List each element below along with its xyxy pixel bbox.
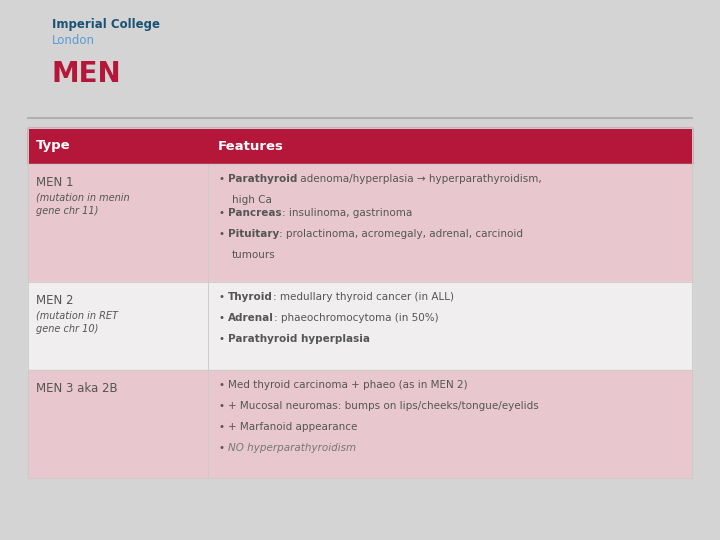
Text: London: London — [52, 34, 95, 47]
Text: •: • — [218, 422, 224, 432]
Text: high Ca: high Ca — [232, 195, 272, 205]
Text: •: • — [218, 313, 224, 323]
Text: Parathyroid hyperplasia: Parathyroid hyperplasia — [228, 334, 370, 344]
Text: : medullary thyroid cancer (in ALL): : medullary thyroid cancer (in ALL) — [273, 292, 454, 302]
Text: •: • — [218, 292, 224, 302]
Text: adenoma/hyperplasia → hyperparathyroidism,: adenoma/hyperplasia → hyperparathyroidis… — [297, 174, 542, 184]
Bar — [28, 128, 692, 478]
Text: Parathyroid: Parathyroid — [228, 174, 297, 184]
Bar — [28, 370, 692, 478]
Text: Type: Type — [36, 139, 71, 152]
Text: Thyroid: Thyroid — [228, 292, 273, 302]
Text: Adrenal: Adrenal — [228, 313, 274, 323]
Text: (mutation in menin
gene chr 11): (mutation in menin gene chr 11) — [36, 192, 130, 216]
Text: •: • — [218, 380, 224, 390]
Text: •: • — [218, 229, 224, 239]
Text: tumours: tumours — [232, 250, 276, 260]
Text: •: • — [218, 208, 224, 218]
Text: MEN: MEN — [52, 60, 122, 88]
Text: : phaeochromocytoma (in 50%): : phaeochromocytoma (in 50%) — [274, 313, 438, 323]
Text: NO hyperparathyroidism: NO hyperparathyroidism — [228, 443, 356, 453]
Text: Features: Features — [218, 139, 284, 152]
Text: : insulinoma, gastrinoma: : insulinoma, gastrinoma — [282, 208, 412, 218]
Text: : prolactinoma, acromegaly, adrenal, carcinoid: : prolactinoma, acromegaly, adrenal, car… — [279, 229, 523, 239]
Text: + Mucosal neuromas: bumps on lips/cheeks/tongue/eyelids: + Mucosal neuromas: bumps on lips/cheeks… — [228, 401, 539, 411]
Text: MEN 3 aka 2B: MEN 3 aka 2B — [36, 382, 117, 395]
Text: Pancreas: Pancreas — [228, 208, 282, 218]
Text: •: • — [218, 334, 224, 344]
Text: MEN 1: MEN 1 — [36, 176, 73, 189]
Bar — [28, 128, 692, 164]
Text: Med thyroid carcinoma + phaeo (as in MEN 2): Med thyroid carcinoma + phaeo (as in MEN… — [228, 380, 467, 390]
Bar — [28, 282, 692, 370]
Text: Imperial College: Imperial College — [52, 18, 160, 31]
Text: (mutation in RET
gene chr 10): (mutation in RET gene chr 10) — [36, 310, 118, 334]
Text: •: • — [218, 443, 224, 453]
Text: Pituitary: Pituitary — [228, 229, 279, 239]
Text: •: • — [218, 401, 224, 411]
Text: MEN 2: MEN 2 — [36, 294, 73, 307]
Text: + Marfanoid appearance: + Marfanoid appearance — [228, 422, 357, 432]
Text: •: • — [218, 174, 224, 184]
Bar — [28, 164, 692, 282]
